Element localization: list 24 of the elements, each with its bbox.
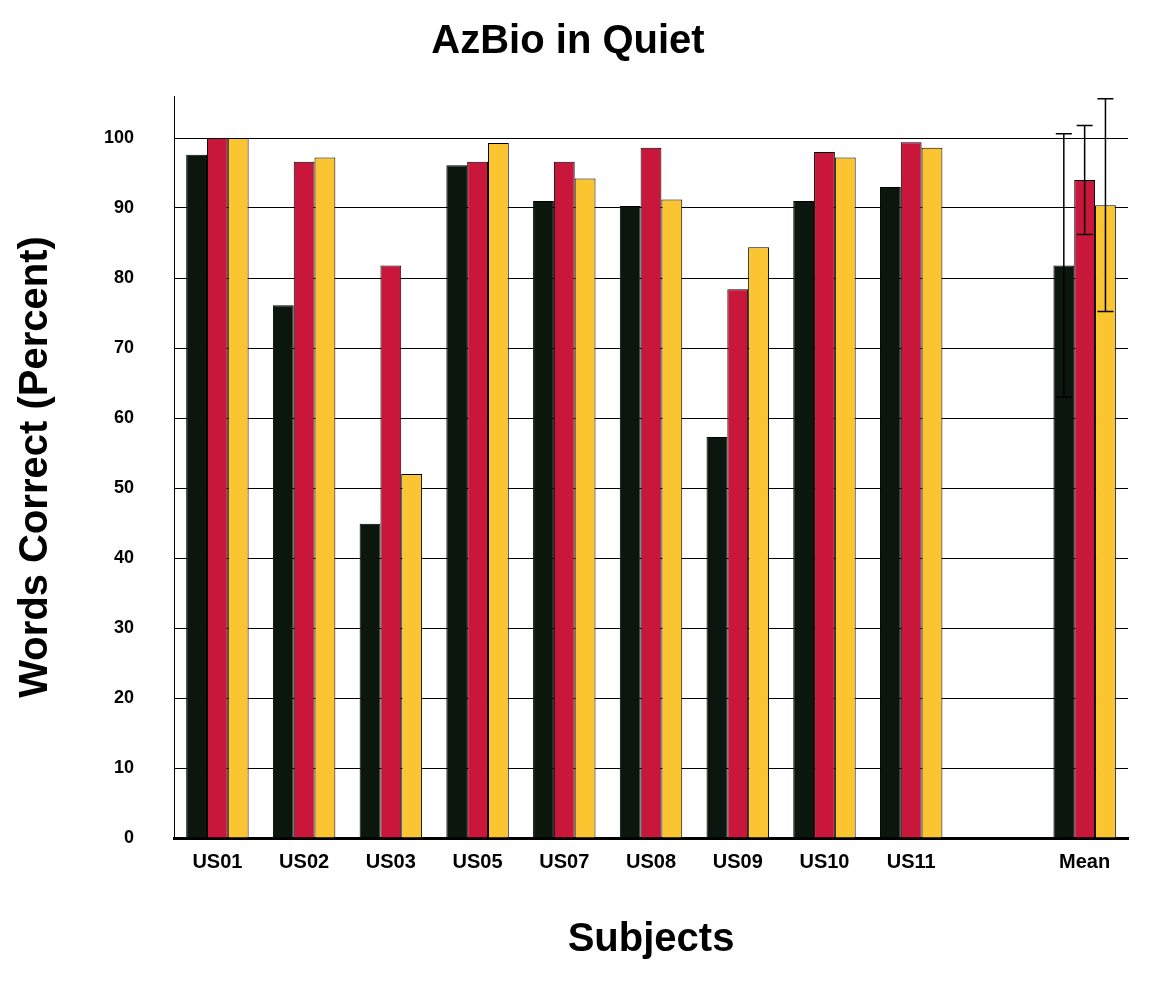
y-tick-label: 40 [114, 546, 135, 567]
y-tick-label: 20 [114, 686, 135, 707]
x-axis-title: Subjects [567, 915, 735, 960]
y-tick-label: 50 [114, 476, 135, 497]
y-tick-label: 80 [114, 266, 135, 287]
y-tick-label: 10 [114, 756, 135, 777]
x-tick-label: US05 [452, 849, 503, 872]
x-tick-label: US03 [365, 849, 416, 872]
x-tick-label: US01 [192, 849, 243, 872]
y-tick-label: 0 [124, 826, 135, 847]
y-tick-label: 70 [114, 336, 135, 357]
y-tick-label: 30 [114, 616, 135, 637]
chart-title: AzBio in Quiet [431, 17, 705, 62]
y-axis-title: Words Correct (Percent) [11, 236, 56, 698]
x-tick-label: US07 [539, 849, 590, 872]
x-tick-label: Mean [1059, 849, 1111, 872]
x-tick-label: US02 [279, 849, 330, 872]
y-tick-label: 60 [114, 406, 135, 427]
y-tick-label: 90 [114, 196, 135, 217]
x-tick-label: US10 [799, 849, 850, 872]
x-tick-label: US08 [626, 849, 677, 872]
y-tick-label: 100 [103, 126, 135, 147]
x-tick-label: US11 [886, 849, 936, 872]
x-tick-label: US09 [712, 849, 763, 872]
